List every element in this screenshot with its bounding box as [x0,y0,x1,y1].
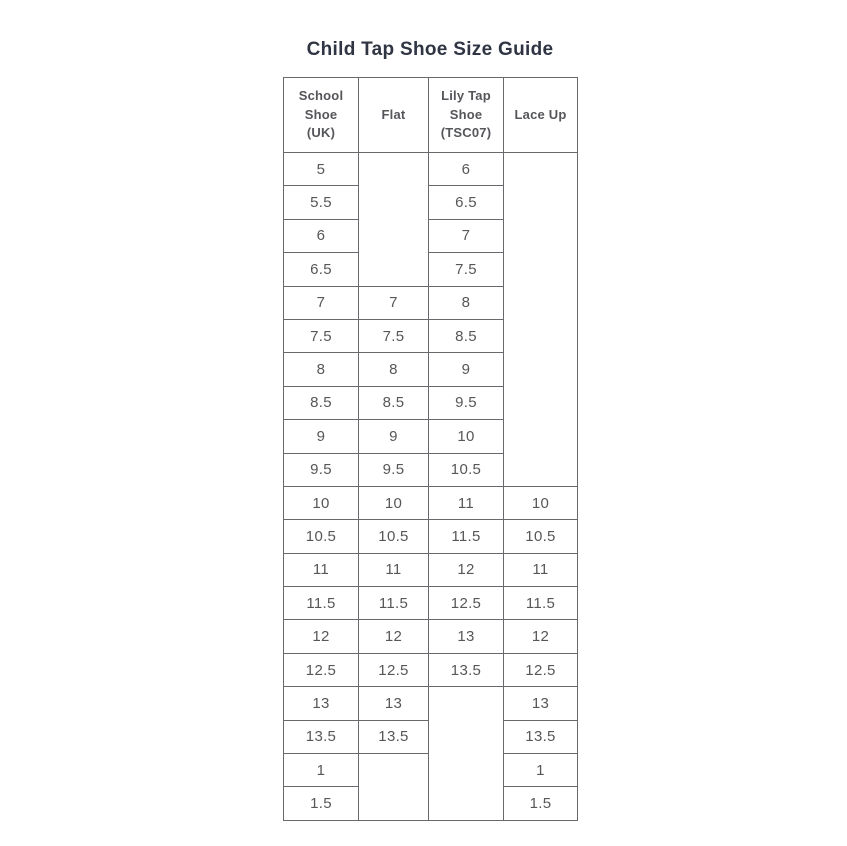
size-guide-table: School Shoe (UK) Flat Lily Tap Shoe (TSC… [283,77,578,821]
table-row: 12.5 12.5 13.5 12.5 [283,652,578,688]
table-row: 11.5 11.5 12.5 11.5 [283,586,578,621]
merged-empty-cell-lily-tap [428,686,504,821]
column-header-lace-up: Lace Up [503,77,578,153]
cell-flat: 10 [358,485,429,521]
cell-school-shoe: 7 [283,285,359,320]
cell-school-shoe: 11.5 [283,586,359,621]
cell-lily-tap: 10 [428,419,504,454]
cell-school-shoe: 12 [283,619,359,654]
table-row: 8.5 8.5 9.5 [283,385,578,421]
cell-school-shoe: 11 [283,552,359,588]
cell-school-shoe: 12.5 [283,652,359,688]
cell-lace-up: 13.5 [503,719,578,755]
cell-flat: 7 [358,285,429,320]
table-row: 11 11 12 11 [283,552,578,588]
cell-school-shoe: 10 [283,485,359,521]
cell-flat: 13.5 [358,719,429,755]
cell-lily-tap: 12 [428,552,504,588]
cell-lily-tap: 11 [428,485,504,521]
cell-school-shoe: 5.5 [283,185,359,220]
cell-lace-up: 10 [503,485,578,521]
cell-lily-tap: 6 [428,151,504,187]
column-header-lily-tap-shoe: Lily Tap Shoe (TSC07) [428,77,504,153]
cell-school-shoe: 8.5 [283,385,359,421]
cell-lace-up: 1.5 [503,786,578,821]
merged-empty-cell-flat [358,152,429,287]
cell-school-shoe: 10.5 [283,519,359,554]
cell-lace-up: 13 [503,686,578,721]
cell-school-shoe: 7.5 [283,318,359,354]
cell-school-shoe: 6 [283,218,359,254]
table-row: 7 7 8 [283,285,578,320]
cell-lily-tap: 7.5 [428,252,504,287]
column-header-school-shoe-uk: School Shoe (UK) [283,77,359,153]
cell-lily-tap: 10.5 [428,452,504,487]
table-row: 9 9 10 [283,419,578,454]
table-row: 1 1 [283,753,578,821]
cell-lily-tap: 9 [428,352,504,387]
cell-lace-up: 12.5 [503,652,578,688]
cell-lace-up: 10.5 [503,519,578,554]
cell-flat: 9 [358,419,429,454]
size-guide-table-container: School Shoe (UK) Flat Lily Tap Shoe (TSC… [283,77,578,821]
cell-lace-up: 1 [503,753,578,788]
cell-school-shoe: 13.5 [283,719,359,755]
cell-lily-tap: 8.5 [428,318,504,354]
cell-flat: 12 [358,619,429,654]
table-row: 7.5 7.5 8.5 [283,318,578,354]
cell-flat: 8.5 [358,385,429,421]
table-header: School Shoe (UK) Flat Lily Tap Shoe (TSC… [283,77,578,153]
cell-lily-tap: 13.5 [428,652,504,688]
cell-flat: 11.5 [358,586,429,621]
table-body: 5 6 5.5 6.5 6 7 6.5 7.5 7 [283,151,578,821]
cell-school-shoe: 9 [283,419,359,454]
cell-flat: 8 [358,352,429,387]
cell-flat: 13 [358,686,429,721]
table-row: 1.5 1.5 [283,786,578,821]
cell-lace-up: 12 [503,619,578,654]
cell-school-shoe: 1.5 [283,786,359,821]
cell-lace-up: 11.5 [503,586,578,621]
page-title: Child Tap Shoe Size Guide [306,39,554,60]
merged-empty-cell-flat [358,753,429,821]
cell-flat: 9.5 [358,452,429,487]
cell-flat: 11 [358,552,429,588]
table-row: 12 12 13 12 [283,619,578,654]
cell-lily-tap: 11.5 [428,519,504,554]
table-row: 8 8 9 [283,352,578,387]
cell-flat: 12.5 [358,652,429,688]
table-row: 10 10 11 10 [283,485,578,521]
cell-lily-tap: 12.5 [428,586,504,621]
table-row: 10.5 10.5 11.5 10.5 [283,519,578,554]
cell-school-shoe: 6.5 [283,252,359,287]
cell-lace-up: 11 [503,552,578,588]
table-row: 13 13 13 [283,686,578,821]
cell-lily-tap: 9.5 [428,385,504,421]
cell-lily-tap: 7 [428,218,504,254]
cell-school-shoe: 13 [283,686,359,721]
table-row: 5.5 6.5 [283,185,578,220]
cell-flat: 7.5 [358,318,429,354]
header-row: School Shoe (UK) Flat Lily Tap Shoe (TSC… [283,77,578,153]
merged-empty-cell-lace-up [503,152,578,487]
cell-school-shoe: 9.5 [283,452,359,487]
table-row: 6.5 7.5 [283,252,578,287]
cell-lily-tap: 6.5 [428,185,504,220]
cell-school-shoe: 1 [283,753,359,788]
table-row: 5 6 [283,151,578,487]
cell-lily-tap: 13 [428,619,504,654]
column-header-flat: Flat [358,77,429,153]
cell-school-shoe: 8 [283,352,359,387]
cell-school-shoe: 5 [283,151,359,187]
cell-lily-tap: 8 [428,285,504,320]
table-row: 6 7 [283,218,578,254]
cell-flat: 10.5 [358,519,429,554]
